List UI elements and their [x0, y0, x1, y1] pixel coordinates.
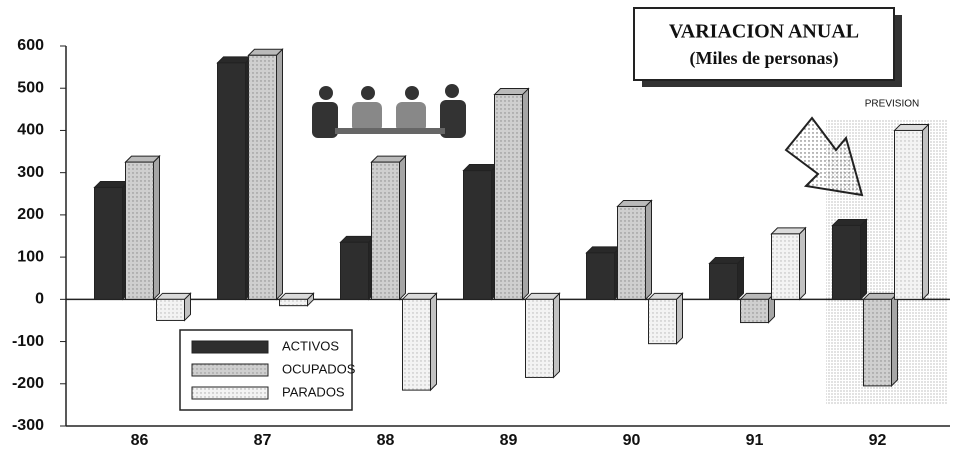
- bar-texture: [649, 299, 677, 343]
- bar: [95, 187, 123, 299]
- bar-top: [372, 156, 406, 162]
- x-tick-label: 86: [131, 432, 149, 449]
- legend-label: ACTIVOS: [282, 338, 339, 353]
- bar-side: [523, 89, 529, 300]
- bar-side: [277, 49, 283, 299]
- y-tick-label: 200: [17, 206, 44, 223]
- bar-top: [341, 236, 375, 242]
- bar-top: [95, 181, 129, 187]
- bar-top: [157, 293, 191, 299]
- bar: [464, 171, 492, 300]
- bar-texture: [895, 130, 923, 299]
- bar-top: [772, 228, 806, 234]
- legend-texture: [192, 364, 268, 376]
- bar-top: [403, 293, 437, 299]
- bar-texture: [526, 299, 554, 377]
- x-tick-label: 88: [377, 432, 395, 449]
- bar-texture: [157, 299, 185, 320]
- chart-subtitle: (Miles de personas): [690, 48, 839, 69]
- x-tick-label: 92: [869, 432, 887, 449]
- bar-texture: [495, 95, 523, 300]
- bar: [833, 225, 861, 299]
- bar-texture: [618, 206, 646, 299]
- bar-top: [249, 49, 283, 55]
- bar-top: [864, 293, 898, 299]
- y-tick-label: -100: [12, 333, 44, 350]
- bar-texture: [741, 299, 769, 322]
- illustration: [312, 84, 466, 138]
- bar: [341, 242, 369, 299]
- y-tick-label: 0: [35, 291, 44, 308]
- y-tick-label: 300: [17, 164, 44, 181]
- bar-side: [431, 293, 437, 390]
- y-tick-label: -200: [12, 375, 44, 392]
- bar-top: [618, 200, 652, 206]
- bar-texture: [280, 299, 308, 305]
- annotation: PREVISION: [865, 99, 919, 110]
- bar-side: [677, 293, 683, 343]
- legend-label: OCUPADOS: [282, 361, 356, 376]
- bar-top: [218, 57, 252, 63]
- chart-title: VARIACION ANUAL: [669, 21, 859, 43]
- bar-top: [741, 293, 775, 299]
- bar-texture: [249, 55, 277, 299]
- x-tick-label: 89: [500, 432, 518, 449]
- bar-side: [923, 124, 929, 299]
- bar-side: [861, 219, 867, 299]
- bar-side: [154, 156, 160, 299]
- title-box: [634, 8, 894, 80]
- bar-side: [738, 257, 744, 299]
- bar-top: [649, 293, 683, 299]
- y-tick-label: 600: [17, 37, 44, 54]
- x-tick-label: 90: [623, 432, 641, 449]
- y-tick-label: 100: [17, 248, 44, 265]
- bar-top: [710, 257, 744, 263]
- y-tick-label: -300: [12, 417, 44, 434]
- x-tick-label: 91: [746, 432, 764, 449]
- bar-side: [646, 200, 652, 299]
- x-tick-label: 87: [254, 432, 272, 449]
- bar-side: [400, 156, 406, 299]
- bar: [587, 253, 615, 299]
- bar-texture: [864, 299, 892, 386]
- bar-top: [833, 219, 867, 225]
- bar-top: [126, 156, 160, 162]
- bar-side: [800, 228, 806, 299]
- legend-swatch: [192, 341, 268, 353]
- bar: [710, 263, 738, 299]
- chart: PREVISION VARIACION ANUAL (Miles de pers…: [0, 0, 955, 457]
- bar-top: [280, 293, 314, 299]
- bar-side: [892, 293, 898, 386]
- bar-texture: [403, 299, 431, 390]
- y-tick-label: 500: [17, 79, 44, 96]
- legend-texture: [192, 387, 268, 399]
- bar-top: [526, 293, 560, 299]
- bar: [218, 63, 246, 299]
- bar-texture: [126, 162, 154, 299]
- legend-label: PARADOS: [282, 384, 345, 399]
- bar-side: [554, 293, 560, 377]
- bar-top: [464, 165, 498, 171]
- bar-top: [587, 247, 621, 253]
- y-tick-label: 400: [17, 122, 44, 139]
- bar-texture: [772, 234, 800, 299]
- bar-top: [895, 124, 929, 130]
- bar-texture: [372, 162, 400, 299]
- bar-top: [495, 89, 529, 95]
